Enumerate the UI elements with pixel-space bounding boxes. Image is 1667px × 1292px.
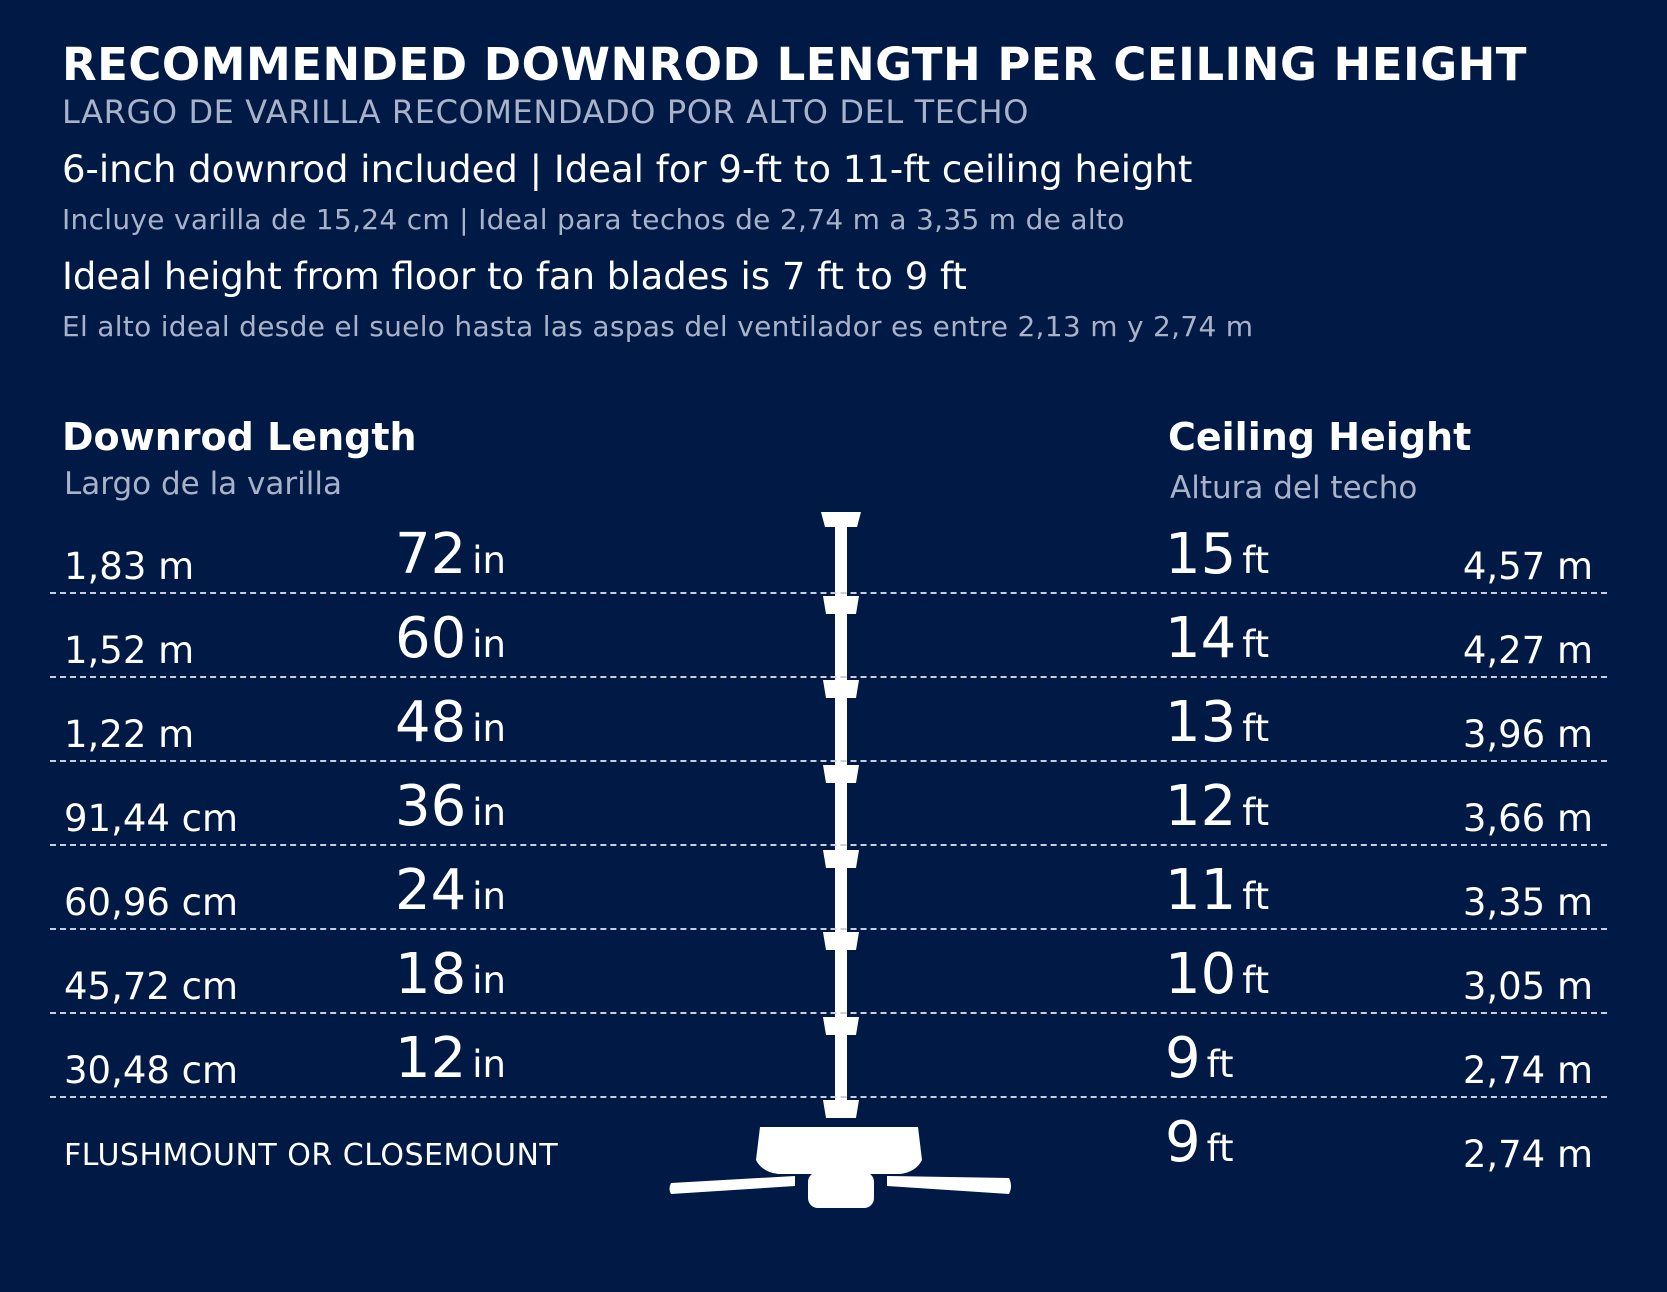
page-title: RECOMMENDED DOWNROD LENGTH PER CEILING H… [62, 38, 1527, 91]
ceiling-metric: 3,96 m [1462, 713, 1593, 756]
note-ideal-height-en: Ideal height from floor to fan blades is… [62, 255, 967, 298]
ceiling-metric: 4,27 m [1462, 629, 1593, 672]
note-included-en: 6-inch downrod included | Ideal for 9-ft… [62, 148, 1193, 191]
ceiling-imperial: 9 ft [1165, 1026, 1234, 1091]
downrod-icon [835, 525, 847, 1110]
row-divider [50, 1012, 1607, 1014]
ceiling-imperial: 10 ft [1165, 942, 1270, 1007]
rod-metric: 30,48 cm [64, 1049, 239, 1092]
ceiling-metric: 2,74 m [1462, 1049, 1593, 1092]
rod-metric: 1,52 m [64, 629, 195, 672]
ceiling-imperial: 11 ft [1165, 858, 1270, 923]
ceiling-metric: 3,05 m [1462, 965, 1593, 1008]
row-divider [50, 676, 1607, 678]
ceiling-height-subheading: Altura del techo [1170, 470, 1418, 506]
ceiling-imperial: 14 ft [1165, 606, 1270, 671]
row-divider [50, 592, 1607, 594]
rod-imperial: 36 in [395, 774, 506, 839]
rod-imperial: 72 in [395, 522, 506, 587]
table-row: 1,22 m 48 in 13 ft 3,96 m [0, 678, 1667, 762]
rod-imperial: 24 in [395, 858, 506, 923]
canopy-icon [821, 512, 861, 1118]
ceiling-metric: 4,57 m [1462, 545, 1593, 588]
ceiling-imperial: 15 ft [1165, 522, 1270, 587]
note-ideal-height-es: El alto ideal desde el suelo hasta las a… [62, 310, 1254, 343]
rod-metric: 91,44 cm [64, 797, 239, 840]
table-row: 1,52 m 60 in 14 ft 4,27 m [0, 594, 1667, 678]
rod-imperial: 12 in [395, 1026, 506, 1091]
row-divider [50, 928, 1607, 930]
ceiling-imperial: 13 ft [1165, 690, 1270, 755]
table-row: 91,44 cm 36 in 12 ft 3,66 m [0, 762, 1667, 846]
downrod-length-subheading: Largo de la varilla [64, 466, 342, 502]
ceiling-metric: 3,66 m [1462, 797, 1593, 840]
ceiling-imperial: 9 ft [1165, 1110, 1234, 1175]
rod-imperial: 48 in [395, 690, 506, 755]
ceiling-metric: 2,74 m [1462, 1133, 1593, 1176]
fan-blades-icon [669, 1176, 1011, 1194]
downrod-length-heading: Downrod Length [62, 415, 417, 459]
flushmount-row: FLUSHMOUNT OR CLOSEMOUNT 9 ft 2,74 m [0, 1098, 1667, 1182]
rod-metric: 45,72 cm [64, 965, 239, 1008]
ceiling-metric: 3,35 m [1462, 881, 1593, 924]
note-included-es: Incluye varilla de 15,24 cm | Ideal para… [62, 203, 1125, 236]
rod-metric: 60,96 cm [64, 881, 239, 924]
flushmount-label: FLUSHMOUNT OR CLOSEMOUNT [64, 1138, 559, 1173]
row-divider [50, 760, 1607, 762]
row-divider [50, 1096, 1607, 1098]
rod-imperial: 60 in [395, 606, 506, 671]
rod-metric: 1,83 m [64, 545, 195, 588]
ceiling-height-heading: Ceiling Height [1168, 415, 1472, 459]
rod-metric: 1,22 m [64, 713, 195, 756]
table-row: 30,48 cm 12 in 9 ft 2,74 m [0, 1014, 1667, 1098]
rod-imperial: 18 in [395, 942, 506, 1007]
page-subtitle: LARGO DE VARILLA RECOMENDADO POR ALTO DE… [62, 93, 1029, 131]
table-row: 1,83 m 72 in 15 ft 4,57 m [0, 510, 1667, 594]
table-row: 45,72 cm 18 in 10 ft 3,05 m [0, 930, 1667, 1014]
row-divider [50, 844, 1607, 846]
fan-motor-icon [756, 1127, 922, 1208]
table-row: 60,96 cm 24 in 11 ft 3,35 m [0, 846, 1667, 930]
ceiling-imperial: 12 ft [1165, 774, 1270, 839]
